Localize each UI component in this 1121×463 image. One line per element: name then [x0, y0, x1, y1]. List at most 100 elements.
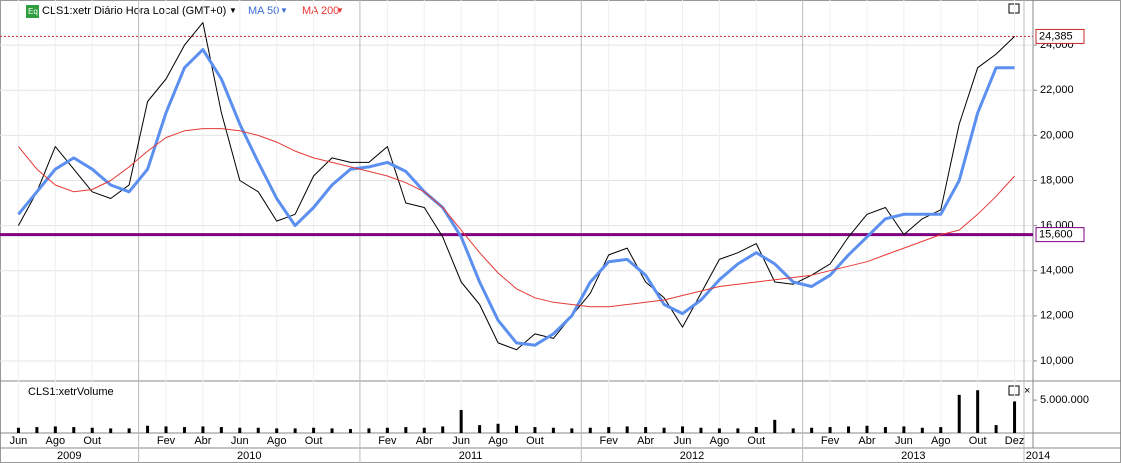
volume-bar [570, 428, 574, 433]
y-tick-label: 18,000 [1040, 174, 1074, 186]
series-line [18, 128, 1015, 308]
volume-bar [773, 419, 777, 433]
volume-bar [127, 428, 131, 433]
volume-bar [515, 425, 518, 433]
volume-bar [404, 427, 408, 433]
volume-bar [348, 429, 352, 433]
y-tick-label: 10,000 [1040, 355, 1074, 367]
volume-bar [90, 427, 94, 433]
level-label-box [1035, 227, 1085, 243]
volume-bar [478, 425, 482, 433]
x-tick-label: Jun [10, 435, 28, 447]
dropdown-arrow[interactable]: ▼ [336, 6, 344, 15]
x-tick-label: Out [747, 435, 765, 447]
level-label: 24,385 [1039, 30, 1073, 42]
volume-bar [810, 427, 814, 433]
volume-bar [16, 427, 20, 433]
x-tick-label: Out [83, 435, 101, 447]
volume-bar [164, 426, 168, 433]
volume-bar [939, 427, 943, 433]
volume-bar [367, 428, 371, 433]
year-label: 2011 [459, 450, 483, 462]
legend-ma50[interactable]: MA 50 [248, 5, 279, 17]
volume-bar [717, 428, 721, 433]
volume-bar [791, 428, 795, 433]
volume-bar [607, 427, 611, 433]
volume-bar [109, 428, 113, 433]
x-tick-label: Jun [674, 435, 692, 447]
volume-bar [551, 427, 555, 433]
volume-bar [957, 394, 961, 433]
x-tick-label: Abr [858, 435, 875, 447]
volume-bar [53, 426, 57, 433]
x-tick-label: Fev [378, 435, 397, 447]
y-tick-label: 14,000 [1040, 265, 1074, 277]
legend-ma200[interactable]: MA 200 [302, 5, 339, 17]
maximize-button[interactable] [1008, 3, 1020, 14]
volume-bar [699, 427, 703, 433]
volume-title: CLS1:xetrVolume [28, 386, 114, 398]
dropdown-arrow[interactable]: ▼ [280, 6, 288, 15]
volume-bar [828, 427, 832, 433]
chart-title[interactable]: CLS1:xetr Diário Hora Local (GMT+0) [42, 5, 226, 17]
year-label: 2013 [901, 450, 925, 462]
volume-bar [662, 427, 666, 433]
x-tick-label: Ago [931, 435, 951, 447]
volume-bar [72, 427, 76, 433]
eq-icon [26, 5, 39, 18]
volume-bar [330, 428, 334, 433]
level-label: 15,600 [1039, 229, 1073, 241]
volume-bar [496, 423, 500, 433]
x-tick-label: Ago [488, 435, 508, 447]
volume-bar [883, 427, 887, 433]
volume-bar [219, 427, 223, 433]
series-line [17, 22, 1015, 351]
volume-bar [533, 427, 537, 433]
maximize-button[interactable] [1008, 385, 1020, 396]
x-tick-label: Jun [231, 435, 249, 447]
year-label: 2010 [237, 450, 261, 462]
volume-bar [146, 425, 150, 433]
volume-bar [275, 428, 279, 433]
volume-bar [182, 427, 186, 433]
volume-bar [293, 428, 297, 433]
volume-bar [238, 427, 242, 433]
x-tick-label: Jun [452, 435, 470, 447]
year-label: 2009 [57, 450, 81, 462]
volume-bar [754, 427, 758, 433]
eq-icon-text: Eq [28, 7, 38, 16]
volume-bar [256, 427, 260, 433]
x-tick-label: Ago [710, 435, 730, 447]
x-tick-label: Out [969, 435, 987, 447]
y-tick-label: 5.000.000 [1040, 394, 1089, 406]
level-label-box [1035, 28, 1085, 44]
year-label: 2014 [1026, 450, 1050, 462]
volume-bar [976, 390, 980, 433]
volume-bar [441, 426, 445, 433]
volume-bar [644, 427, 648, 433]
volume-bar [920, 427, 924, 433]
volume-bar [994, 425, 998, 433]
x-tick-label: Out [305, 435, 323, 447]
close-button[interactable]: × [1024, 385, 1030, 397]
volume-bar [201, 426, 205, 433]
x-tick-label: Abr [416, 435, 433, 447]
volume-bar [459, 409, 463, 433]
volume-bar [681, 426, 685, 433]
volume-bar [1013, 401, 1017, 433]
x-tick-label: Fev [157, 435, 176, 447]
volume-bar [385, 427, 389, 433]
volume-bar [865, 425, 869, 433]
x-tick-label: Ago [46, 435, 66, 447]
dropdown-arrow[interactable]: ▼ [229, 6, 237, 15]
year-label: 2012 [680, 450, 704, 462]
x-tick-label: Fev [600, 435, 619, 447]
y-tick-label: 22,000 [1040, 84, 1074, 96]
volume-bar [625, 426, 629, 433]
volume-bar [588, 427, 592, 433]
y-tick-label: 12,000 [1040, 310, 1074, 322]
x-tick-label: Out [526, 435, 544, 447]
volume-bar [847, 426, 851, 433]
